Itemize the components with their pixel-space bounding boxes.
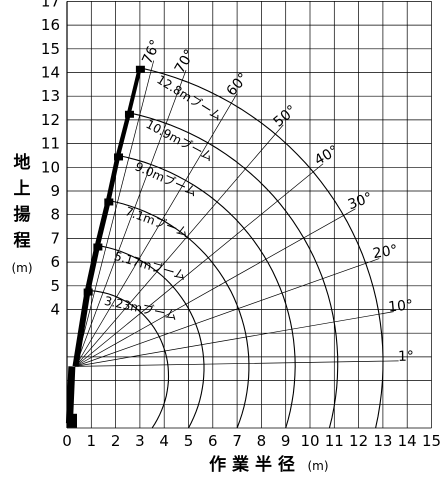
y-tick-label: 12: [41, 111, 60, 129]
y-tick-label: 17: [41, 0, 60, 10]
boom-length-label: 12.8mブーム: [154, 72, 225, 124]
x-tick-label: 7: [232, 432, 242, 450]
angle-label: 10°: [388, 297, 414, 315]
range-curve: [139, 67, 384, 429]
x-tick-label: 1: [87, 432, 97, 450]
y-tick-label: 5: [50, 277, 60, 295]
range-curve: [97, 244, 205, 429]
angle-rays: [75, 60, 399, 367]
angle-label: 76°: [139, 37, 164, 66]
x-tick-label: 12: [349, 432, 368, 450]
y-tick-label: 15: [41, 40, 60, 58]
x-tick-label: 0: [62, 432, 72, 450]
y-tick-label: 9: [50, 182, 60, 200]
angle-label: 30°: [346, 190, 375, 214]
y-axis-label-char-1: 地: [14, 152, 31, 173]
angle-ray: [75, 208, 356, 367]
boom-section: [105, 154, 121, 201]
boom-length-label: 5.17mブーム: [113, 248, 188, 283]
boom-head: [104, 198, 114, 206]
angle-ray: [75, 258, 380, 367]
x-tick-label: 4: [159, 432, 169, 450]
boom-length-label: 7.1mブーム: [123, 203, 191, 240]
x-axis-unit: (m): [307, 459, 328, 473]
angle-ray: [75, 124, 284, 367]
x-tick-label: 2: [111, 432, 121, 450]
x-tick-label: 14: [398, 432, 417, 450]
angle-ray: [75, 360, 399, 367]
x-tick-label: 13: [373, 432, 392, 450]
angle-label: 40°: [312, 143, 342, 169]
x-tick-label: 10: [300, 432, 319, 450]
y-tick-label: 14: [41, 64, 60, 82]
angle-label: 70°: [172, 47, 198, 77]
range-curve: [87, 289, 170, 429]
y-tick-label: 6: [50, 253, 60, 271]
boom-section: [127, 67, 142, 114]
boom-head: [93, 243, 103, 251]
angle-ray: [75, 60, 155, 367]
boom-section: [84, 244, 101, 292]
angle-label: 1°: [398, 349, 414, 365]
boom-length-label: 9.0mブーム: [133, 158, 200, 199]
y-tick-label: 11: [41, 135, 60, 153]
boom-section: [115, 112, 132, 156]
angle-ray: [75, 163, 324, 367]
range-curve: [108, 199, 250, 429]
y-axis-label-char-2: 上: [14, 179, 31, 199]
boom-head: [114, 153, 124, 161]
boom-section: [72, 290, 91, 367]
y-axis-label-char-4: 程: [14, 231, 31, 251]
boom-section: [94, 199, 111, 247]
y-tick-label: 7: [50, 229, 60, 247]
x-tick-label: 15: [422, 432, 441, 450]
boom-head: [124, 110, 134, 118]
angle-label: 50°: [271, 102, 300, 130]
y-axis-label-char-3: 揚: [14, 205, 31, 225]
range-curve: [117, 154, 296, 429]
x-tick-label: 9: [281, 432, 291, 450]
boom-head: [83, 288, 93, 296]
y-tick-label: 10: [41, 158, 60, 176]
range-curves: [87, 67, 384, 429]
boom-silhouette: [65, 65, 145, 428]
range-curve: [128, 112, 339, 429]
x-tick-label: 11: [325, 432, 344, 450]
angle-label: 60°: [224, 70, 252, 99]
angle-ray: [75, 93, 238, 367]
x-tick-label: 6: [208, 432, 218, 450]
y-tick-label: 4: [50, 301, 60, 319]
x-tick-label: 3: [135, 432, 145, 450]
x-axis-label: 作 業 半 径: [209, 454, 295, 475]
angle-label: 20°: [372, 242, 399, 262]
boom-head: [135, 65, 145, 73]
boom-length-label: 10.9mブーム: [144, 116, 216, 164]
x-tick-label: 5: [184, 432, 194, 450]
y-axis-unit: (m): [11, 261, 32, 275]
y-tick-label: 16: [41, 16, 60, 34]
x-tick-label: 8: [257, 432, 267, 450]
boom-length-label: 3.23mブーム: [103, 293, 179, 323]
y-tick-label: 13: [41, 87, 60, 105]
angle-ray: [75, 311, 394, 367]
crane-base: [67, 413, 77, 428]
angle-ray: [75, 70, 187, 367]
y-tick-label: 8: [50, 206, 60, 224]
